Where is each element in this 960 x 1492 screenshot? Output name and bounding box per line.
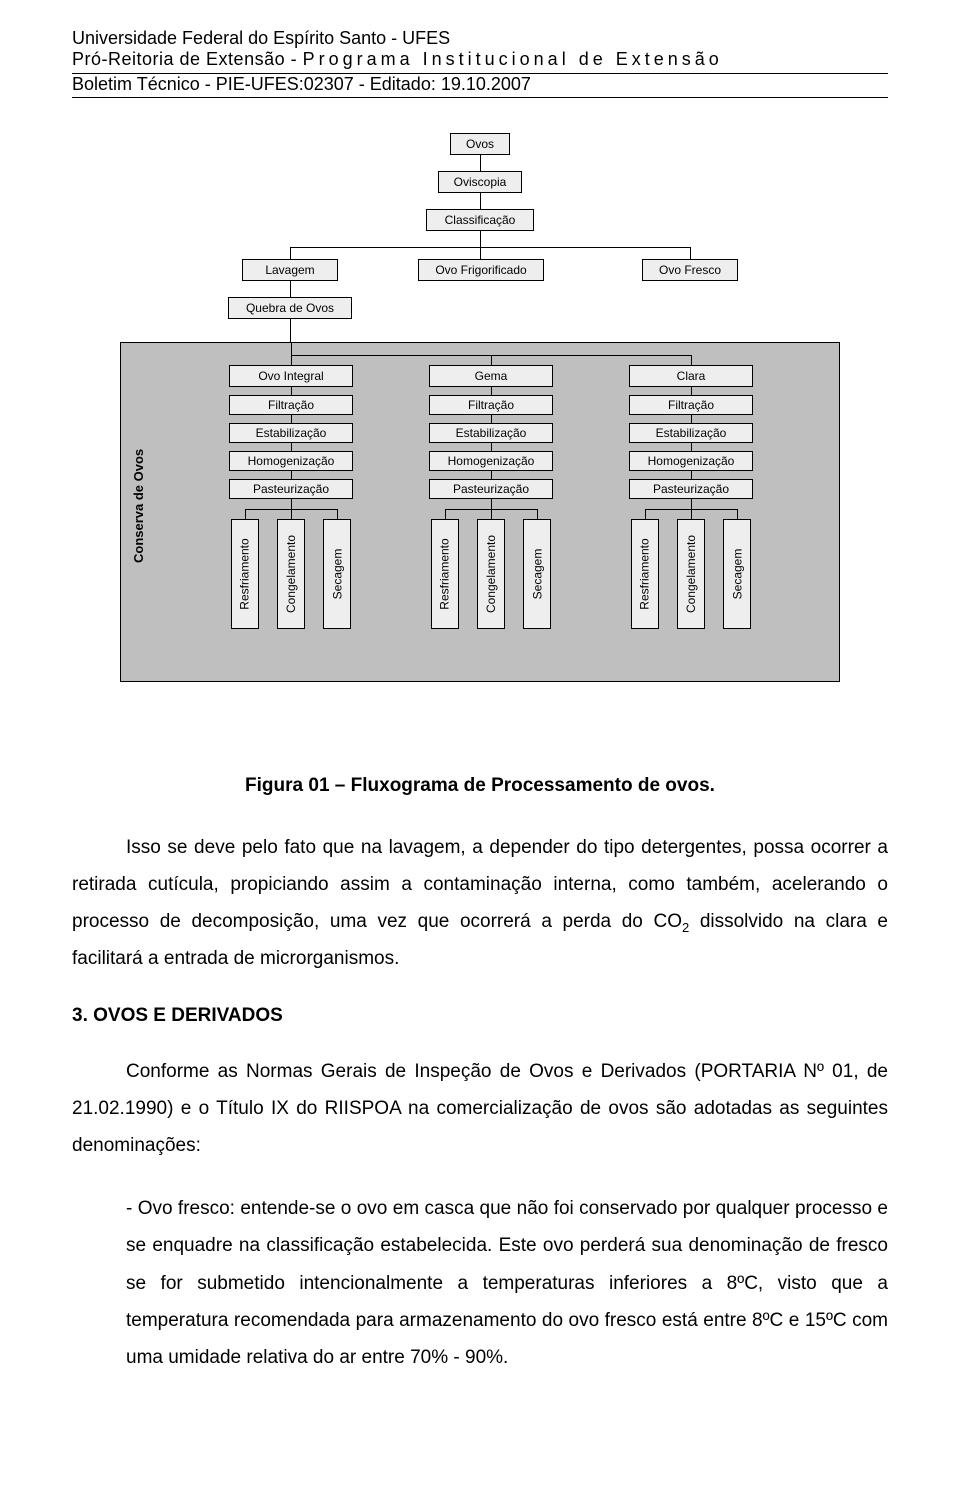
fc-col1-s0: Filtração — [429, 395, 553, 415]
para2-text: Conforme as Normas Gerais de Inspeção de… — [72, 1061, 888, 1156]
fc-lavagem: Lavagem — [242, 259, 338, 281]
fc-col0-v2: Secagem — [323, 519, 351, 629]
fc-col2-head: Clara — [629, 365, 753, 387]
fc-col1-v2: Secagem — [523, 519, 551, 629]
fc-quebra: Quebra de Ovos — [228, 297, 352, 319]
fc-col0-s0: Filtração — [229, 395, 353, 415]
header-line-2b: Programa Institucional de Extensão — [303, 49, 723, 69]
fc-col2-v2: Secagem — [723, 519, 751, 629]
paragraph-1: Isso se deve pelo fato que na lavagem, a… — [72, 829, 888, 977]
fc-col0-v1: Congelamento — [277, 519, 305, 629]
fc-col2-s1: Estabilização — [629, 423, 753, 443]
fc-col1-head: Gema — [429, 365, 553, 387]
fc-col1-s1: Estabilização — [429, 423, 553, 443]
fc-panel: Conserva de Ovos Ovo Integral Filtração … — [120, 342, 840, 682]
fc-col1-s3: Pasteurização — [429, 479, 553, 499]
fc-col0-s1: Estabilização — [229, 423, 353, 443]
fc-col2-v1: Congelamento — [677, 519, 705, 629]
fc-classificacao: Classificação — [426, 209, 534, 231]
bullet-paragraph: - Ovo fresco: entende-se o ovo em casca … — [126, 1190, 888, 1375]
header-line-2: Pró-Reitoria de Extensão - Programa Inst… — [72, 49, 888, 70]
fc-oviscopia: Oviscopia — [438, 171, 522, 193]
fc-col2-s2: Homogenização — [629, 451, 753, 471]
section-heading: 3. OVOS E DERIVADOS — [72, 1005, 888, 1027]
fc-col2-s0: Filtração — [629, 395, 753, 415]
fc-col1-s2: Homogenização — [429, 451, 553, 471]
fc-ovos: Ovos — [450, 133, 510, 155]
flowchart: Ovos Oviscopia Classificação Lavagem Ovo… — [120, 133, 840, 753]
header-line-2a: Pró-Reitoria de Extensão - — [72, 49, 303, 69]
fc-col1-v1: Congelamento — [477, 519, 505, 629]
header-line-1: Universidade Federal do Espírito Santo -… — [72, 28, 888, 49]
paragraph-2: Conforme as Normas Gerais de Inspeção de… — [72, 1053, 888, 1164]
fc-col0-v0: Resfriamento — [231, 519, 259, 629]
fc-col0-s2: Homogenização — [229, 451, 353, 471]
figure-caption: Figura 01 – Fluxograma de Processamento … — [72, 775, 888, 797]
fc-fresco: Ovo Fresco — [642, 259, 738, 281]
header-line-3: Boletim Técnico - PIE-UFES:02307 - Edita… — [72, 74, 888, 95]
fc-side-label: Conserva de Ovos — [131, 449, 146, 563]
fc-col0-s3: Pasteurização — [229, 479, 353, 499]
fc-col1-v0: Resfriamento — [431, 519, 459, 629]
fc-frigorificado: Ovo Frigorificado — [418, 259, 544, 281]
fc-col2-s3: Pasteurização — [629, 479, 753, 499]
fc-col2-v0: Resfriamento — [631, 519, 659, 629]
header-rule-2 — [72, 97, 888, 98]
fc-col0-head: Ovo Integral — [229, 365, 353, 387]
